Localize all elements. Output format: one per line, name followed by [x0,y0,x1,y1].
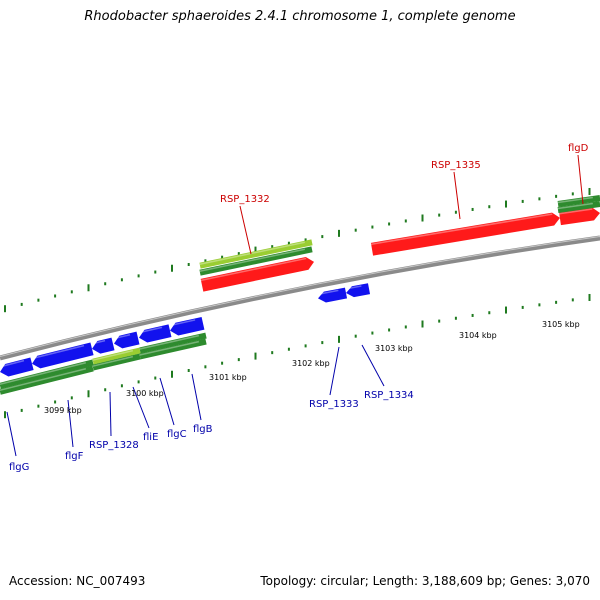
accession-text: Accession: NC_007493 [9,574,146,588]
leader-line [67,399,74,448]
scale-labels: 3099 kbp 3100 kbp 3101 kbp 3102 kbp 3103 kbp… [44,320,580,415]
cds-reverse-arrow [32,342,94,369]
leader-line [132,386,150,429]
gene-features [0,194,600,395]
gene-label-reverse: flgF [65,451,84,462]
cds-reverse-arrow [0,357,34,377]
gene-label-forward: RSP_1335 [431,160,481,171]
gene-bar-shine [557,202,593,210]
label-leaders [6,154,584,457]
cds-reverse-arrow [92,337,115,354]
cds-forward-arrow-shine [371,213,553,246]
cds-reverse-arrow-shine [137,326,163,334]
gene-label-reverse: fliE [143,432,158,443]
cds-forward-arrow [370,212,561,256]
leader-line [329,346,340,396]
scale-label: 3101 kbp [209,373,247,382]
gene-bar-shine [139,334,200,350]
gene-label-reverse: RSP_1334 [364,390,414,401]
leader-line [191,373,202,421]
gene-bar [557,200,600,213]
leader-line [239,205,252,255]
gene-bar-shine [139,340,200,356]
leader-line [577,154,584,205]
gene-label-forward: flgD [568,143,589,154]
cds-reverse-arrow [346,283,371,298]
gene-label-reverse: RSP_1328 [89,440,139,451]
scale-label: 3102 kbp [292,359,330,368]
scale-label: 3103 kbp [375,344,413,353]
gene-bar [139,338,207,360]
leader-line [109,391,112,437]
gene-label-reverse: RSP_1333 [309,399,359,410]
gene-bar [0,365,94,395]
gene-bar-shine [0,367,87,392]
leader-line [6,411,17,457]
leader-line [159,377,175,426]
gene-highlight-bar [92,347,141,365]
gene-highlight-bar [199,239,313,269]
gene-highlight-bar-shine [92,349,134,361]
cds-reverse-arrow-shine [30,344,85,360]
cds-reverse-arrow [170,316,205,336]
cds-forward-arrow [200,256,314,292]
cds-forward-arrow [559,207,600,226]
gene-bar [92,353,141,371]
scale-ticks-inner [4,293,591,419]
cds-reverse-arrow [317,287,348,303]
cds-reverse-arrow-shine [168,319,196,327]
map-title: Rhodobacter sphaeroides 2.4.1 chromosome… [84,9,516,24]
gene-bar-shine [557,196,593,204]
cds-reverse-arrow-shine [112,334,131,340]
chromosome-backbone-highlight [0,236,600,357]
genome-summary-text: Topology: circular; Length: 3,188,609 bp… [260,574,590,588]
gene-bar [0,359,94,389]
cds-reverse-arrow-shine [0,359,25,368]
cds-reverse-arrow-shine [345,285,362,290]
chromosome-backbone [0,235,600,361]
gene-bar [199,246,313,276]
scale-label: 3099 kbp [44,406,82,415]
gene-bar-shine [92,355,134,367]
cds-forward-arrow-shine [200,257,307,282]
gene-label-forward: RSP_1332 [220,194,270,205]
gene-bar [139,332,207,354]
cds-reverse-arrow [114,331,140,349]
gene-labels: RSP_1332 RSP_1335 flgD flgG flgF RSP_1328 fliE… [9,143,589,473]
cds-reverse-arrow-shine [317,289,339,296]
gene-label-reverse: flgG [9,462,29,473]
gene-bar-shine [0,361,87,386]
gene-label-reverse: flgB [193,424,213,435]
gene-bar-shine [199,248,305,272]
cds-forward-arrow-shine [559,208,593,215]
gene-bar [557,194,600,207]
cds-reverse-arrow [138,324,172,343]
leader-line [361,344,385,387]
cds-reverse-arrow-shine [90,339,106,345]
scale-label: 3104 kbp [459,331,497,340]
gene-highlight-bar-shine [199,241,305,265]
scale-label: 3105 kbp [542,320,580,329]
leader-line [453,171,461,220]
gene-label-reverse: flgC [167,429,187,440]
scale-label: 3100 kbp [126,389,164,398]
